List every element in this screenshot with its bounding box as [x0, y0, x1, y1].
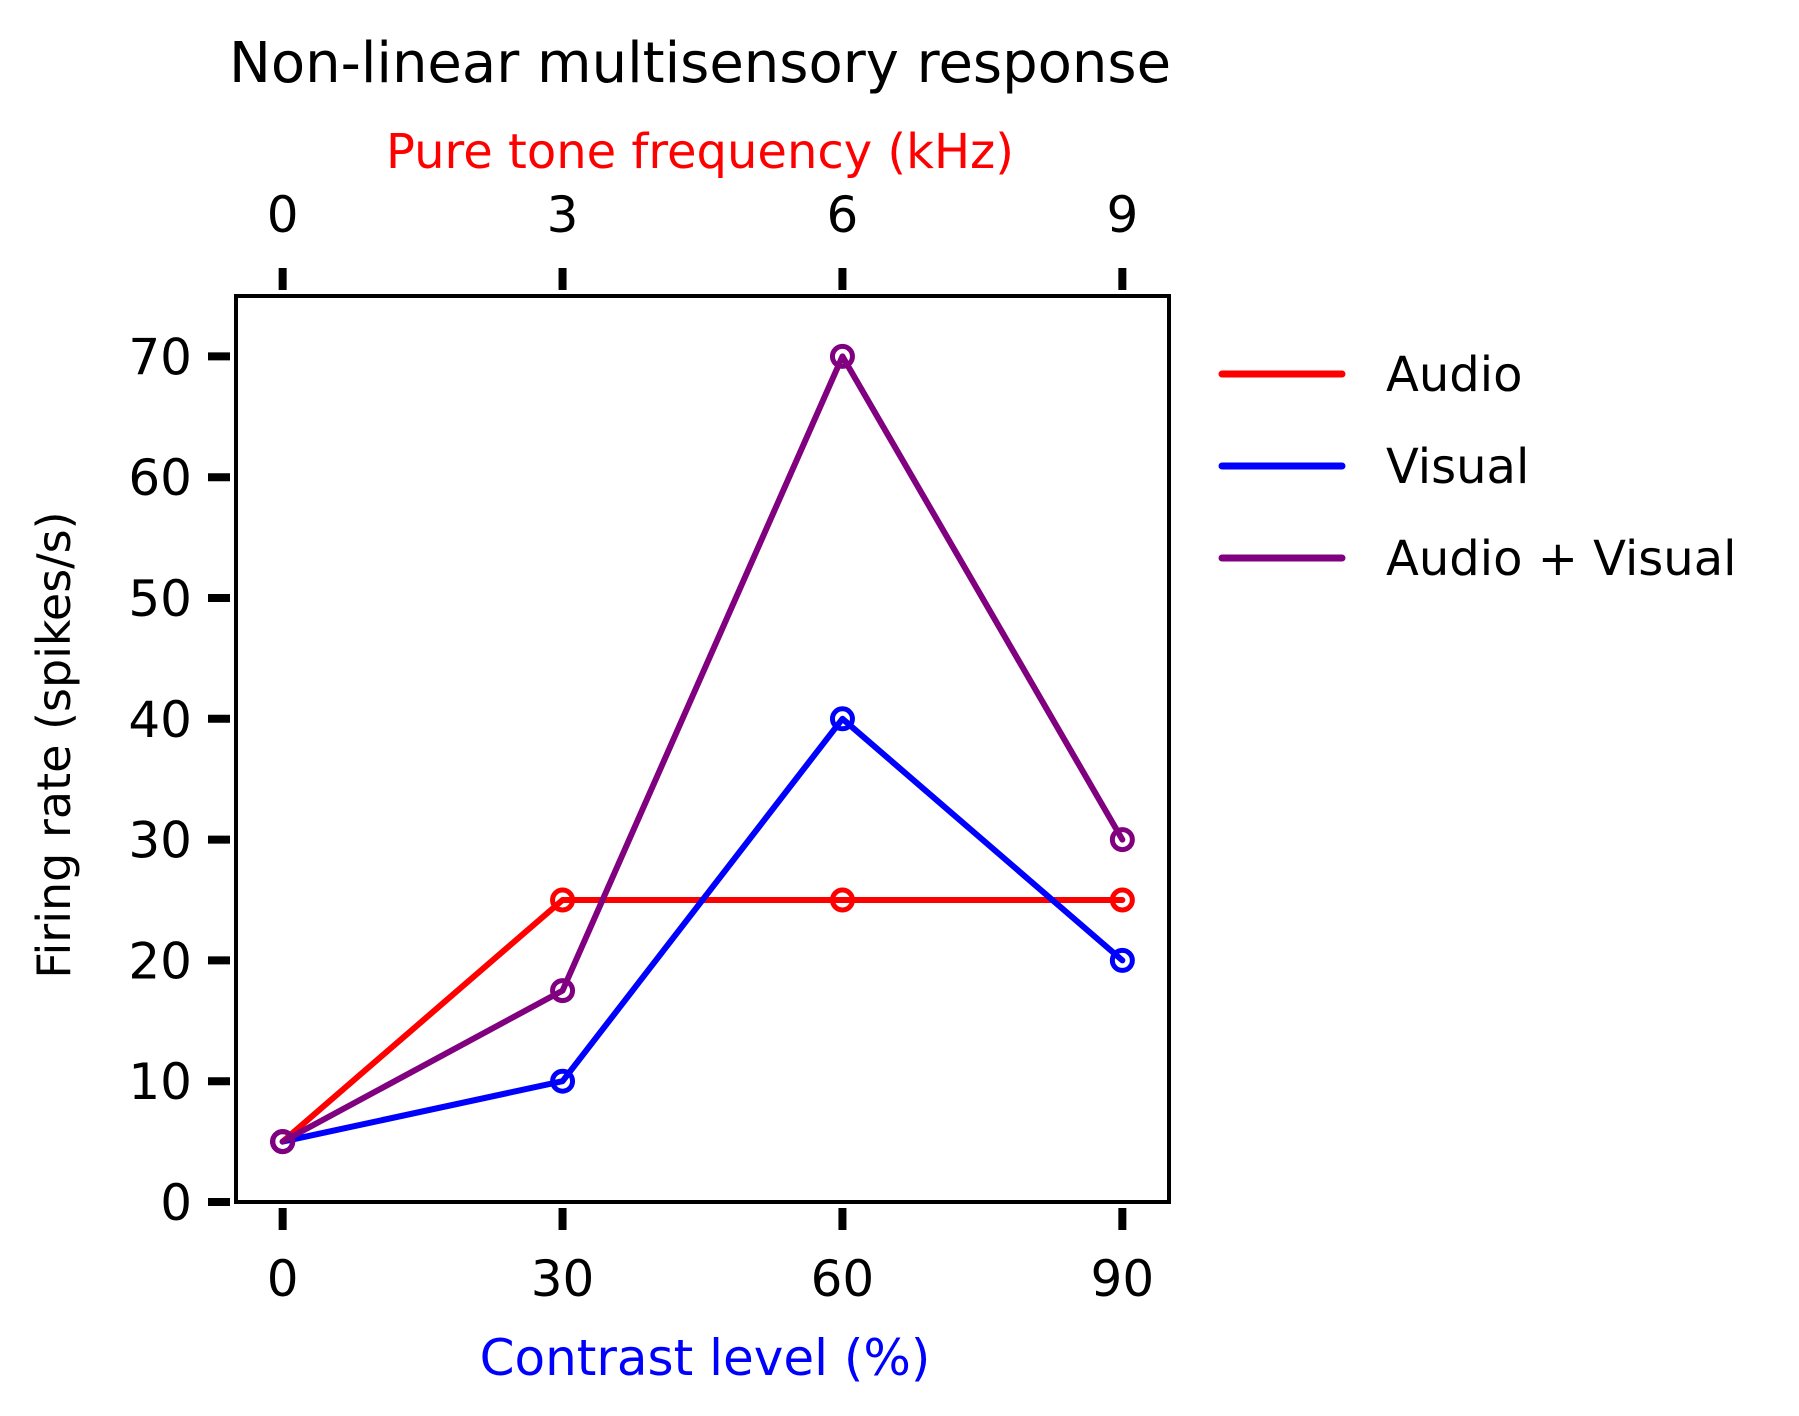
top-axis-label: Pure tone frequency (kHz): [386, 124, 1014, 180]
series-point-1: [550, 1068, 576, 1094]
legend-label: Visual: [1386, 439, 1529, 495]
y-axis-label: Firing rate (spikes/s): [27, 511, 81, 978]
series-line-0: [279, 897, 1126, 1145]
y-tick-label: 40: [128, 691, 192, 749]
y-ticks: 0 10 20 30 40 50 60 70: [128, 328, 230, 1232]
x-tick-label: 0: [267, 1250, 299, 1308]
top-axis-ticks: 0 3 6 9: [267, 186, 1138, 290]
y-tick-label: 0: [160, 1174, 192, 1232]
x-ticks: 0 30 60 90: [267, 1208, 1154, 1308]
series-line-2: [279, 353, 1126, 1145]
x-tick-label: 90: [1091, 1250, 1155, 1308]
chart-title: Non-linear multisensory response: [229, 31, 1171, 96]
top-tick-label: 9: [1106, 186, 1138, 244]
series-point-0: [1109, 887, 1135, 913]
series-point-0: [550, 887, 576, 913]
y-tick-label: 20: [128, 932, 192, 990]
top-tick-label: 6: [827, 186, 859, 244]
y-tick-label: 70: [128, 328, 192, 386]
plot-frame: [234, 294, 1171, 1204]
series-layer: [270, 343, 1135, 1155]
series-point-2: [1109, 827, 1135, 853]
y-tick-label: 50: [128, 570, 192, 628]
series-point-1: [1109, 947, 1135, 973]
top-tick-label: 3: [547, 186, 579, 244]
top-tick-label: 0: [267, 186, 299, 244]
series-point-2: [550, 978, 576, 1004]
series-point-1: [829, 706, 855, 732]
legend-label: Audio: [1386, 347, 1522, 403]
y-tick-label: 10: [128, 1053, 192, 1111]
series-point-0: [829, 887, 855, 913]
x-tick-label: 30: [531, 1250, 595, 1308]
legend-label: Audio + Visual: [1386, 531, 1736, 587]
series-point-2: [829, 343, 855, 369]
series-point-2: [270, 1129, 296, 1155]
x-tick-label: 60: [811, 1250, 875, 1308]
x-axis-label: Contrast level (%): [480, 1329, 931, 1387]
series-line-1: [279, 715, 1126, 1145]
y-tick-label: 30: [128, 812, 192, 870]
y-tick-label: 60: [128, 449, 192, 507]
legend: Audio Visual Audio + Visual: [1218, 347, 1736, 587]
